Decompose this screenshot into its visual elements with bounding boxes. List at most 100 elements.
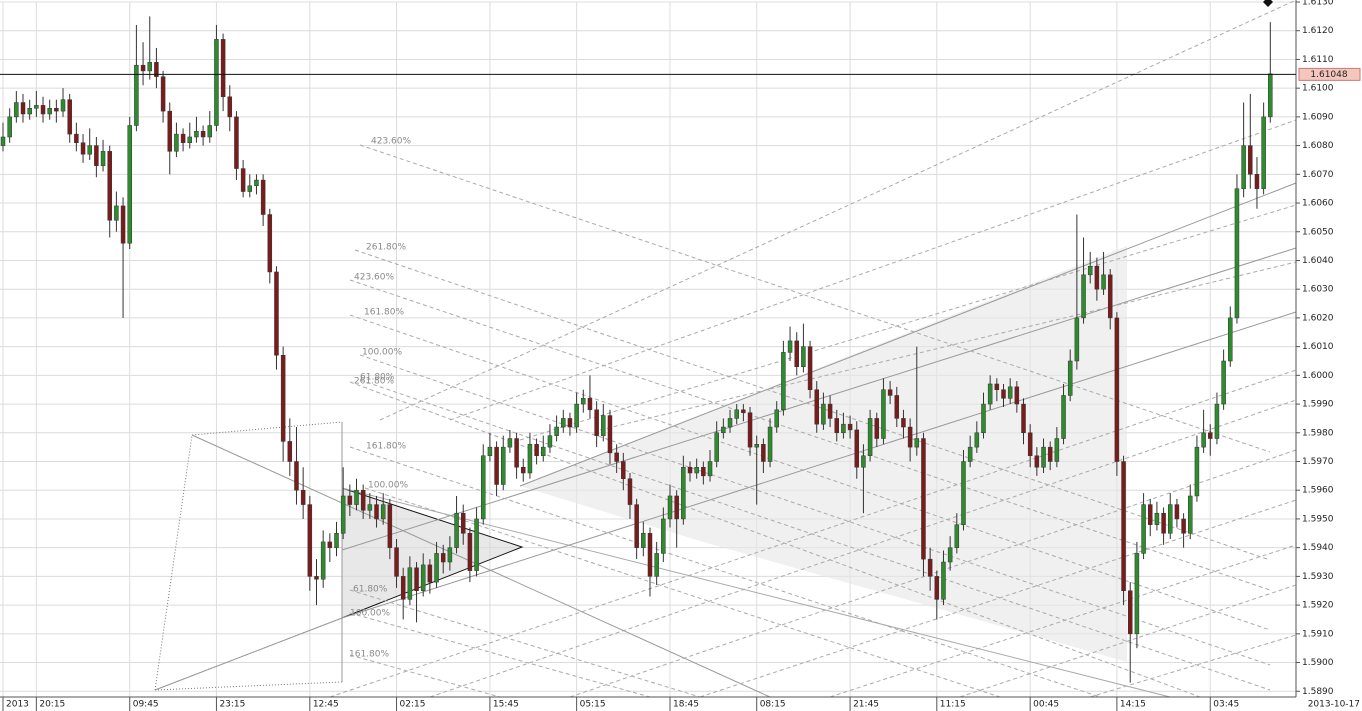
x-tick-label: 23:15 (219, 700, 245, 710)
y-tick-label: 1.6080 (1302, 141, 1334, 151)
trend-line (191, 434, 771, 698)
candle-body (100, 151, 106, 166)
trend-line (341, 487, 1171, 698)
candle-body (280, 354, 286, 442)
candle-body (1134, 553, 1140, 635)
candle-body (661, 518, 666, 554)
y-tick-label: 1.6110 (1302, 55, 1334, 65)
candle-body (634, 504, 639, 548)
candle-body (1208, 432, 1213, 439)
fib-lines: 423.60% 261.80% 423.60% 161.80% 100.00% 61.80… (329, 0, 1297, 698)
candle-body (40, 105, 46, 115)
candle-body (287, 441, 293, 462)
candle-body (1181, 518, 1186, 534)
x-tick-label: 03:45 (1213, 700, 1239, 710)
candle-body (1127, 590, 1133, 635)
candle-body (454, 512, 459, 548)
candle-body (541, 446, 546, 457)
candle-body (721, 426, 726, 434)
candle-body (527, 444, 533, 474)
y-tick-label: 1.5900 (1302, 658, 1334, 668)
candle-body (1234, 188, 1240, 319)
candle-body (927, 558, 933, 577)
candle-body (27, 108, 32, 115)
candle-body (714, 432, 719, 462)
candle-body (741, 409, 746, 413)
fib-line (349, 446, 1101, 698)
candle-body (320, 541, 326, 580)
fib-label: 161.80% (366, 442, 406, 452)
candle-body (761, 444, 766, 462)
candle-body (981, 403, 986, 434)
candle-body (160, 76, 166, 112)
candle-body (447, 547, 453, 563)
y-tick-label: 1.5950 (1302, 514, 1334, 524)
candle-body (1067, 360, 1073, 396)
candle-body (1154, 512, 1160, 525)
candle-body (821, 403, 826, 425)
y-tick-label: 1.6030 (1302, 285, 1334, 295)
candle-body (861, 455, 866, 468)
candle-body (420, 564, 426, 591)
fib-line (349, 654, 501, 698)
candle-body (460, 512, 466, 534)
candle-body (534, 444, 539, 457)
candle-body (841, 423, 846, 434)
candle-body (507, 438, 513, 448)
candle-body (681, 466, 686, 520)
candle-body (1007, 386, 1013, 399)
candle-body (187, 136, 193, 143)
candle-body (67, 99, 72, 135)
candle-body (614, 452, 619, 462)
x-tick-label: 14:15 (1120, 700, 1146, 710)
x-tick-label: 11:15 (940, 700, 966, 710)
y-tick-label: 1.6130 (1302, 0, 1334, 8)
drawing-tools (154, 182, 1297, 698)
candle-body (814, 389, 819, 425)
fib-line (349, 589, 701, 698)
candles (0, 16, 1273, 683)
candle-body (521, 466, 526, 474)
candle-body (854, 429, 860, 468)
candle-body (1268, 73, 1273, 118)
candle-body (394, 547, 399, 577)
candle-body (307, 504, 313, 577)
candle-body (1254, 174, 1260, 189)
candle-body (1087, 265, 1093, 276)
candle-body (901, 418, 906, 428)
candle-body (400, 576, 406, 600)
candle-body (647, 533, 653, 577)
candle-body (134, 64, 139, 126)
candle-body (567, 418, 573, 428)
fib-line (959, 584, 1297, 698)
candle-body (1027, 432, 1033, 457)
y-tick-label: 1.6040 (1302, 256, 1334, 266)
candle-body (781, 352, 786, 411)
candle-body (834, 418, 839, 434)
candle-body (1161, 512, 1166, 534)
candle-body (367, 504, 373, 511)
y-tick-label: 1.5890 (1302, 687, 1334, 697)
candle-body (907, 426, 913, 448)
candle-body (627, 478, 633, 505)
candle-body (787, 340, 793, 353)
y-tick-label: 1.6070 (1302, 170, 1334, 180)
x-tick-label: 21:45 (853, 700, 879, 710)
candle-body (694, 466, 699, 474)
candle-body (747, 412, 753, 448)
candle-body (220, 39, 226, 98)
x-axis-bar (0, 697, 1362, 711)
candle-body (120, 205, 126, 244)
candle-body (334, 533, 339, 548)
fib-line (354, 249, 1271, 561)
candle-body (667, 495, 673, 520)
candle-body (194, 130, 199, 138)
candle-body (674, 495, 679, 520)
fib-label: 61.80% (353, 585, 388, 595)
candle-body (414, 567, 419, 591)
candle-body (1194, 446, 1200, 497)
price-tag-label: 1.61048 (1310, 70, 1347, 80)
trend-line (341, 247, 1297, 551)
y-tick-label: 1.6090 (1302, 112, 1334, 122)
candle-body (200, 130, 206, 138)
